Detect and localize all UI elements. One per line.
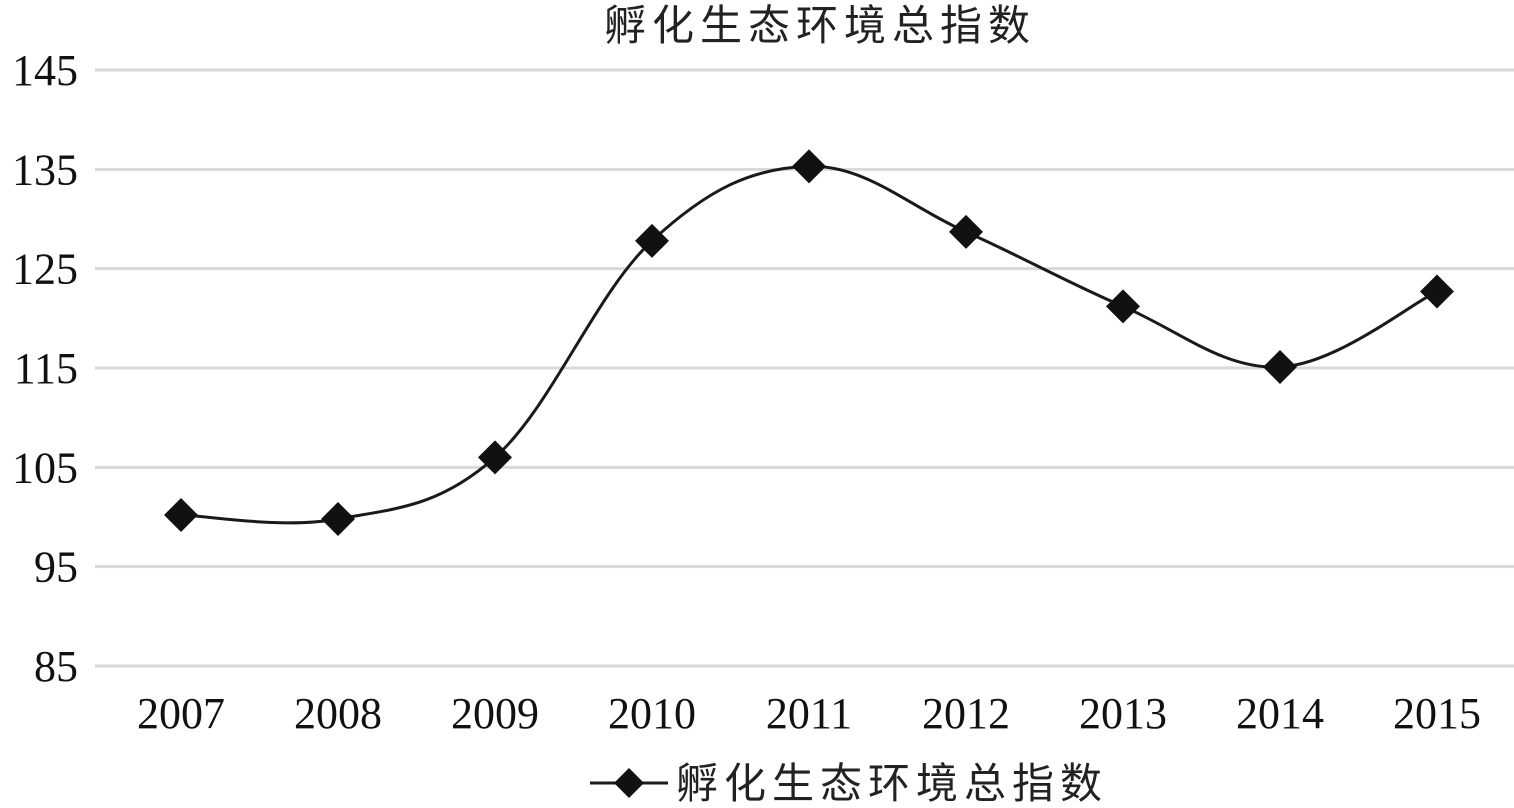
data-point-2010 xyxy=(635,223,669,258)
x-tick-label-2012: 2012 xyxy=(922,689,1010,738)
data-point-2008 xyxy=(321,501,355,536)
legend: 孵化生态环境总指数 xyxy=(590,761,1108,808)
y-tick-label-135: 135 xyxy=(12,145,78,194)
chart-title: 孵化生态环境总指数 xyxy=(604,3,1036,50)
data-point-2013 xyxy=(1106,289,1140,324)
y-tick-label-95: 95 xyxy=(34,543,78,592)
legend-diamond-marker xyxy=(614,768,644,798)
y-tick-label-145: 145 xyxy=(12,46,78,95)
data-point-2014 xyxy=(1263,350,1297,385)
data-point-2012 xyxy=(949,214,983,249)
x-tick-label-2008: 2008 xyxy=(294,689,382,738)
data-point-2009 xyxy=(478,440,512,475)
data-point-2015 xyxy=(1420,274,1454,309)
x-tick-label-2010: 2010 xyxy=(608,689,696,738)
y-tick-label-115: 115 xyxy=(14,344,78,393)
series-line-0 xyxy=(180,164,1438,525)
series-group xyxy=(164,149,1454,536)
y-tick-label-105: 105 xyxy=(12,443,78,492)
data-point-2007 xyxy=(164,498,198,533)
x-tick-label-2009: 2009 xyxy=(451,689,539,738)
y-axis-tick-labels: 85 95 105 115 125 135 145 xyxy=(12,46,78,691)
x-tick-label-2015: 2015 xyxy=(1393,689,1481,738)
x-axis-tick-labels: 2007 2008 2009 2010 2011 2012 2013 2014 2015 xyxy=(137,689,1481,738)
legend-label: 孵化生态环境总指数 xyxy=(676,761,1108,808)
x-tick-label-2007: 2007 xyxy=(137,689,225,738)
x-tick-label-2013: 2013 xyxy=(1079,689,1167,738)
y-tick-label-125: 125 xyxy=(12,245,78,294)
y-tick-label-85: 85 xyxy=(34,642,78,691)
data-point-2011 xyxy=(792,149,826,184)
x-tick-label-2014: 2014 xyxy=(1236,689,1324,738)
x-tick-label-2011: 2011 xyxy=(766,689,852,738)
